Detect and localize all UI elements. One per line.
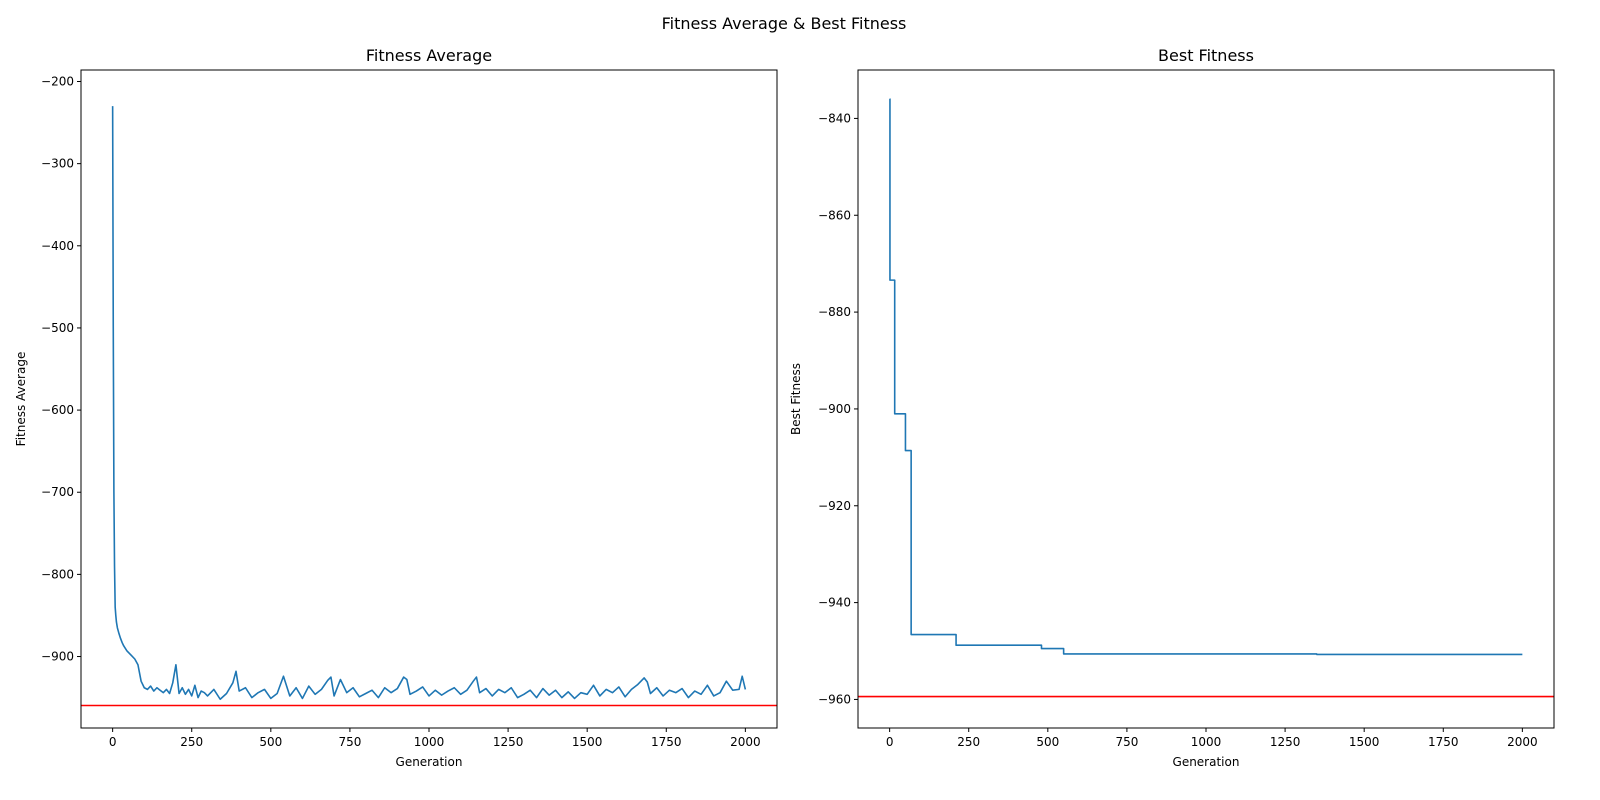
fitness-average-xtick-label: 750 (338, 735, 361, 749)
best-fitness-ylabel: Best Fitness (789, 363, 803, 435)
fitness-average-xtick-label: 0 (109, 735, 117, 749)
fitness-average-xtick-label: 1750 (651, 735, 682, 749)
best-fitness-xtick-label: 0 (886, 735, 894, 749)
fitness-average-title: Fitness Average (366, 46, 492, 65)
fitness-average-ytick-label: −700 (41, 485, 74, 499)
best-fitness-xtick-label: 1250 (1270, 735, 1301, 749)
best-fitness-xlabel: Generation (1173, 755, 1240, 769)
best-fitness-xtick-label: 1500 (1349, 735, 1380, 749)
best-fitness-axes-frame (857, 69, 1555, 729)
fitness-average-ytick-label: −600 (41, 403, 74, 417)
best-fitness-ytick-label: −900 (818, 402, 851, 416)
best-fitness-xticks: 0 250 500 750 1000 1250 1500 1750 2000 (886, 728, 1538, 749)
fitness-average-ytick-label: −800 (41, 567, 74, 581)
best-fitness-ytick-label: −960 (818, 692, 851, 706)
best-fitness-ytick-label: −880 (818, 305, 851, 319)
best-fitness-xtick-label: 1750 (1428, 735, 1459, 749)
best-fitness-series-line (889, 98, 1523, 656)
best-fitness-plot-area (858, 98, 1554, 698)
best-fitness-ytick-label: −940 (818, 596, 851, 610)
best-fitness-xtick-label: 750 (1115, 735, 1138, 749)
fitness-average-xtick-label: 500 (259, 735, 282, 749)
best-fitness-xtick-label: 250 (957, 735, 980, 749)
best-fitness-xtick-label: 2000 (1507, 735, 1538, 749)
fitness-average-plot-area (81, 106, 777, 707)
best-fitness-xtick-label: 1000 (1191, 735, 1222, 749)
best-fitness-plot: Best Fitness Generation Best Fitness 0 25… (789, 46, 1555, 769)
fitness-average-xtick-label: 250 (180, 735, 203, 749)
figure-title: Fitness Average & Best Fitness (662, 14, 907, 33)
fitness-average-ytick-label: −300 (41, 157, 74, 171)
fitness-average-xtick-label: 2000 (730, 735, 761, 749)
fitness-average-yticks: −900 −800 −700 −600 −500 −400 −300 −200 (41, 75, 81, 664)
fitness-average-ylabel: Fitness Average (14, 352, 28, 447)
fitness-average-xtick-label: 1250 (493, 735, 524, 749)
fitness-average-axes-frame (80, 69, 778, 729)
fitness-average-xticks: 0 250 500 750 1000 1250 1500 1750 2000 (109, 728, 761, 749)
fitness-average-ytick-label: −400 (41, 239, 74, 253)
best-fitness-title: Best Fitness (1158, 46, 1254, 65)
best-fitness-ytick-label: −840 (818, 111, 851, 125)
best-fitness-ytick-label: −860 (818, 208, 851, 222)
fitness-average-ytick-label: −900 (41, 650, 74, 664)
fitness-average-plot: Fitness Average Generation Fitness Avera… (14, 46, 778, 769)
best-fitness-yticks: −960 −940 −920 −900 −880 −860 −840 (818, 111, 858, 706)
fitness-average-series-line (111, 106, 747, 701)
fitness-average-ytick-label: −500 (41, 321, 74, 335)
fitness-average-ytick-label: −200 (41, 75, 74, 89)
fitness-average-xtick-label: 1500 (572, 735, 603, 749)
fitness-average-xlabel: Generation (396, 755, 463, 769)
best-fitness-xtick-label: 500 (1036, 735, 1059, 749)
best-fitness-ytick-label: −920 (818, 499, 851, 513)
fitness-average-xtick-label: 1000 (414, 735, 445, 749)
